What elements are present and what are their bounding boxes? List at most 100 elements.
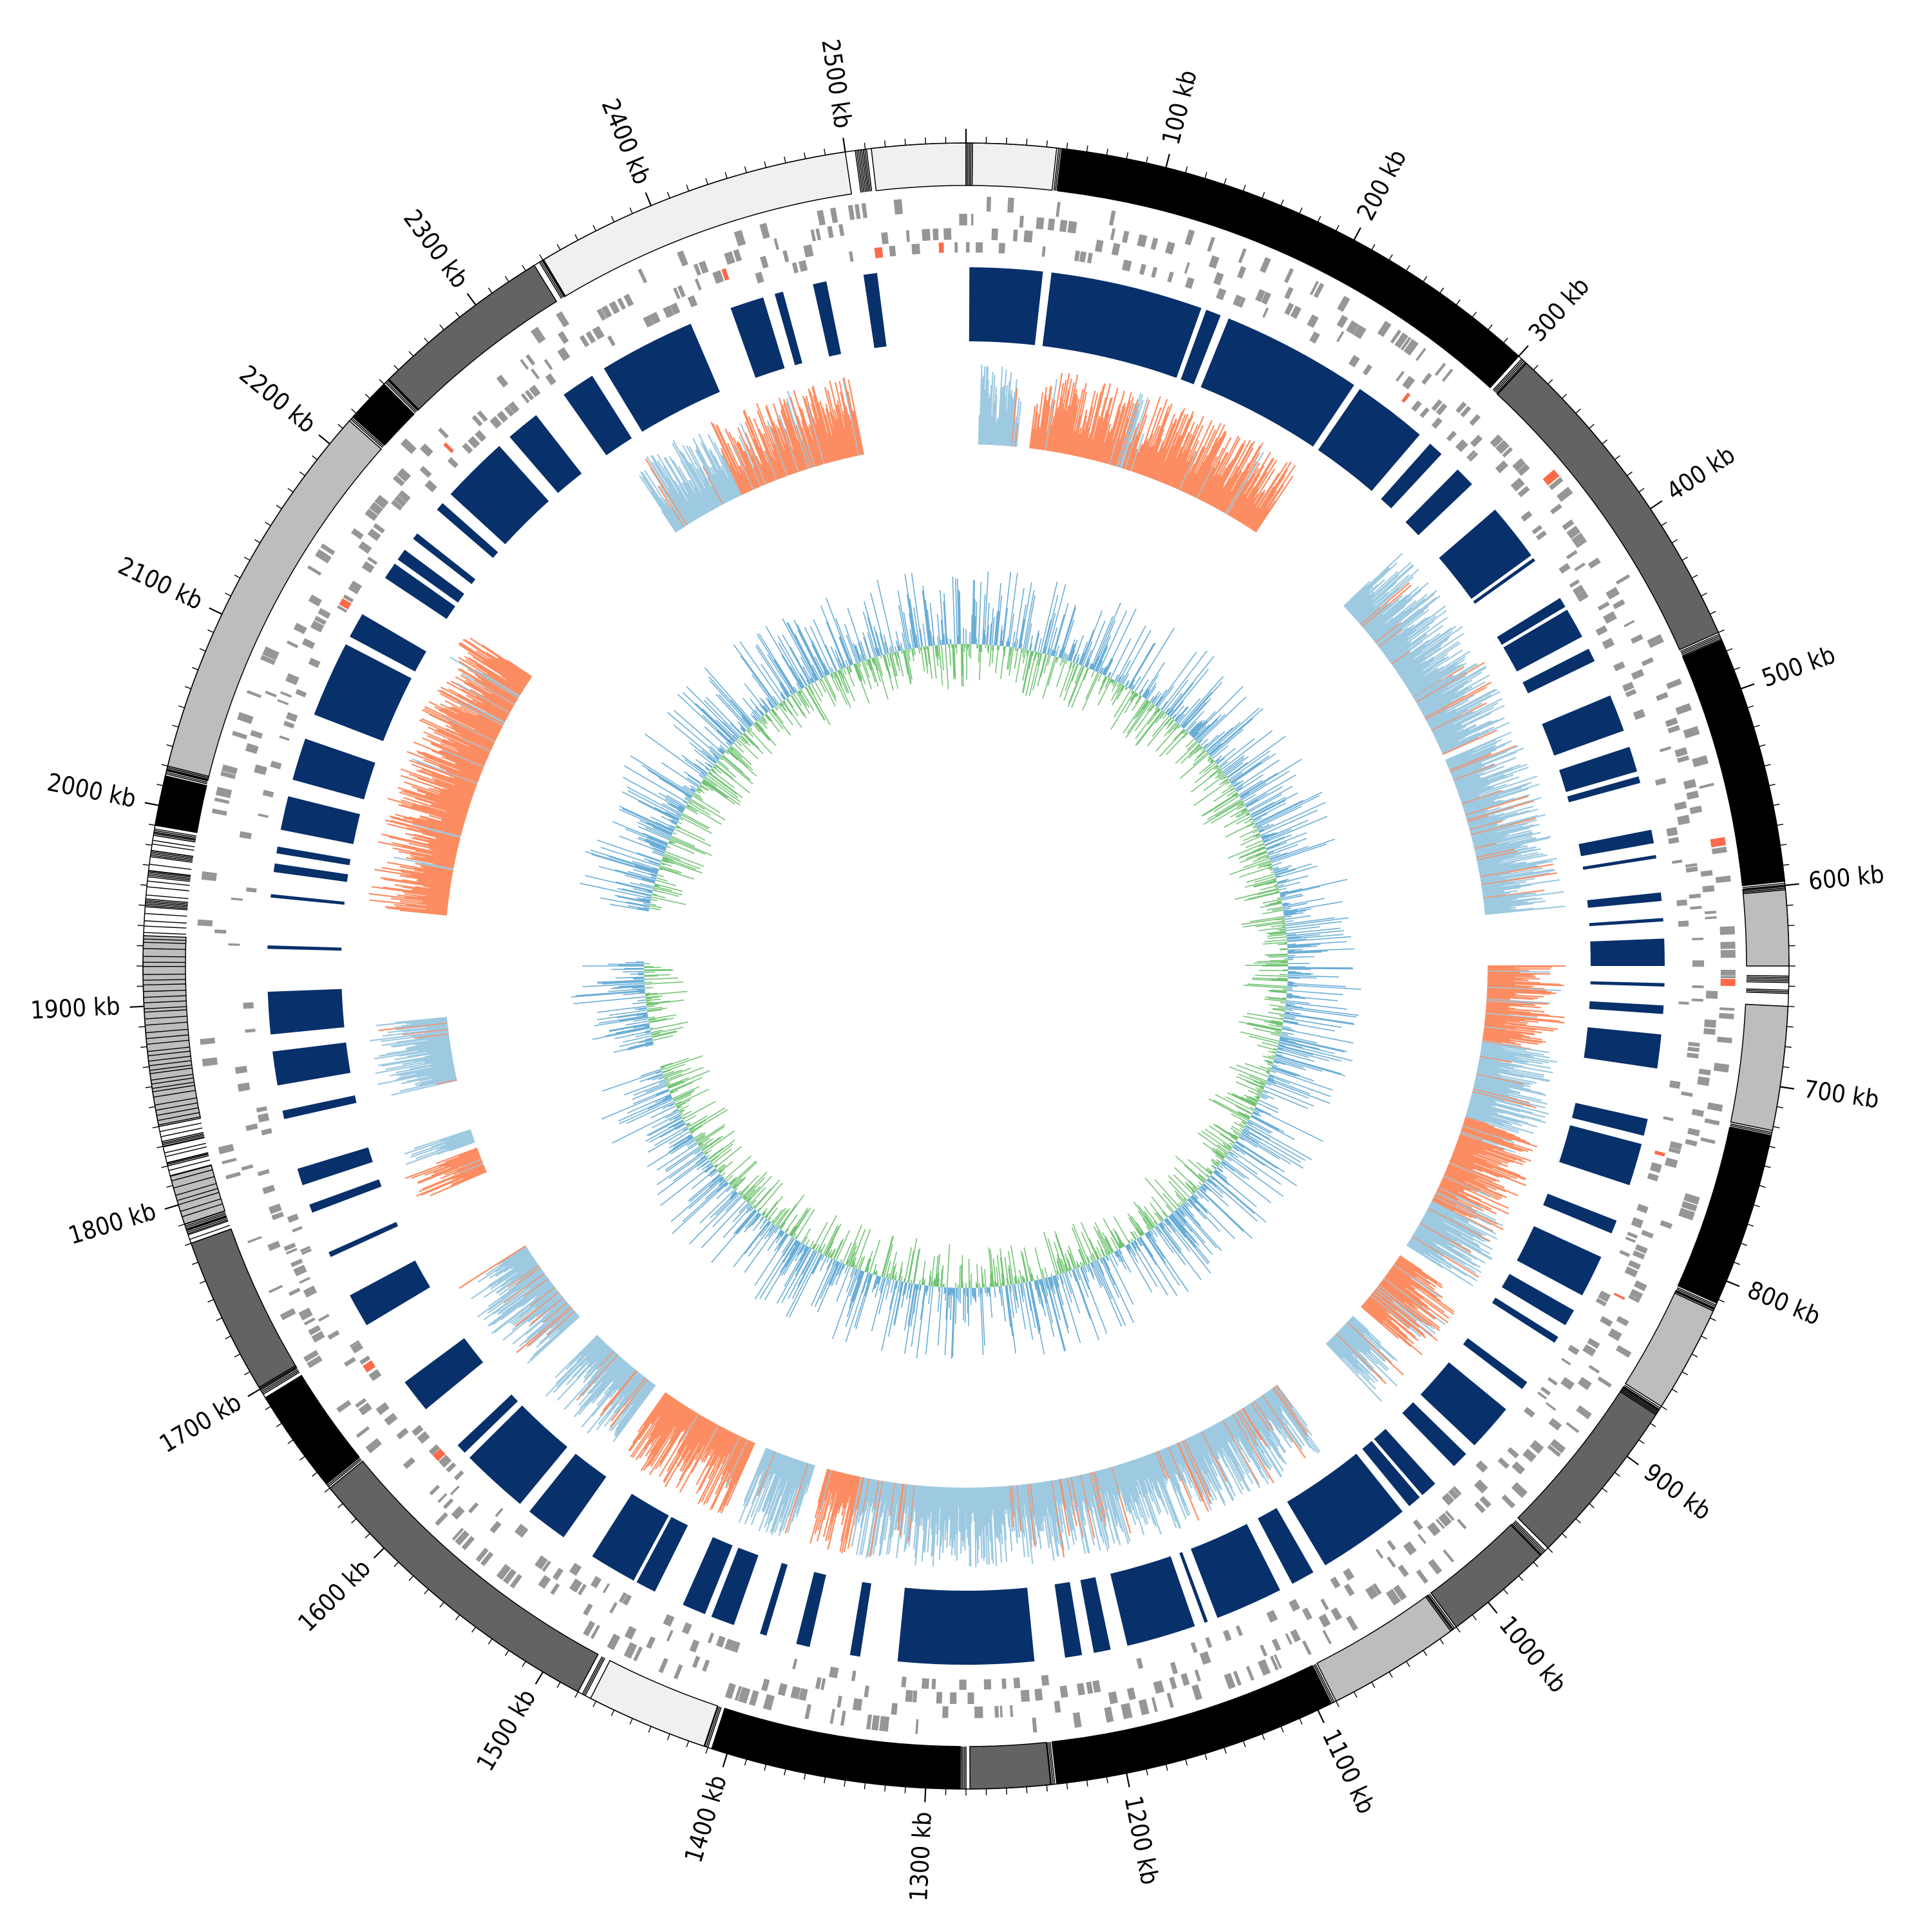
- gc-skew-bar: [598, 1372, 641, 1425]
- gc-skew-bar: [1112, 397, 1134, 466]
- gc-content-bar: [1084, 658, 1090, 668]
- gc-content-bar: [1262, 898, 1282, 904]
- gc-content-bar: [1269, 853, 1280, 858]
- gc-skew-bar: [1465, 809, 1487, 817]
- gc-skew-bar: [452, 726, 493, 747]
- gene-feature: [803, 244, 814, 258]
- gc-content-bar: [1225, 1156, 1232, 1162]
- gc-content-bar: [1050, 1273, 1053, 1277]
- gc-skew-bar: [854, 1477, 866, 1526]
- gc-skew-bar: [381, 1035, 450, 1046]
- gc-skew-bar: [594, 1355, 620, 1384]
- gene-feature: [477, 410, 488, 422]
- gc-content-bar: [1160, 1222, 1182, 1251]
- gc-content-bar: [996, 645, 998, 650]
- gc-skew-bar: [1477, 848, 1535, 862]
- gc-skew-bar: [375, 1018, 448, 1027]
- gc-skew-bar: [378, 1052, 452, 1066]
- gc-skew-bar: [869, 1481, 883, 1557]
- gc-skew-bar: [1448, 748, 1497, 770]
- gc-content-bar: [1215, 1124, 1238, 1140]
- gc-content-bar: [794, 1244, 805, 1262]
- gc-content-bar: [840, 1258, 843, 1263]
- gene-feature: [1412, 1519, 1423, 1531]
- gc-content-bar: [1253, 833, 1260, 838]
- gc-skew-bar: [1088, 1472, 1109, 1551]
- gc-skew-bar: [1341, 1327, 1367, 1352]
- gc-content-bar: [1245, 1125, 1306, 1161]
- gc-skew-bar: [856, 1477, 864, 1510]
- gc-content-bar: [1159, 1223, 1202, 1280]
- gc-skew-bar: [1428, 1207, 1483, 1237]
- gene-feature: [1633, 1280, 1647, 1291]
- gc-content-bar: [1104, 1238, 1113, 1253]
- gc-content-bar: [1034, 1247, 1043, 1279]
- gc-skew-bar: [1029, 406, 1036, 449]
- gc-content-bar: [1263, 815, 1328, 844]
- gc-skew-bar: [1072, 1476, 1090, 1554]
- gc-skew-bar: [810, 425, 822, 465]
- gc-skew-bar: [414, 1032, 449, 1039]
- gc-skew-bar: [1182, 425, 1215, 493]
- gc-content-bar: [801, 1250, 816, 1275]
- gc-content-bar: [1136, 1222, 1145, 1235]
- gc-skew-bar: [614, 1382, 653, 1433]
- gc-skew-bar: [992, 1486, 998, 1566]
- gc-content-bar: [1102, 1232, 1113, 1253]
- gc-content-bar: [1239, 828, 1258, 838]
- gc-content-bar: [1236, 815, 1252, 825]
- gc-skew-bar: [1436, 1190, 1473, 1209]
- gc-skew-bar: [1477, 855, 1515, 865]
- gc-content-bar: [1221, 785, 1233, 794]
- gc-skew-bar: [1050, 1480, 1065, 1558]
- gc-content-bar: [904, 1282, 908, 1295]
- gc-skew-bar: [1366, 1300, 1388, 1318]
- gc-skew-bar: [725, 1439, 749, 1489]
- gc-skew-bar: [390, 1037, 450, 1047]
- gene-feature: [1390, 329, 1401, 344]
- gc-content-bar: [1285, 1007, 1357, 1018]
- gene-feature: [544, 359, 553, 370]
- gc-content-bar: [1055, 1235, 1068, 1272]
- gc-skew-bar: [1487, 985, 1530, 989]
- gene-feature: [1151, 267, 1158, 278]
- gc-content-bar: [1262, 1056, 1274, 1060]
- gc-content-bar: [1128, 1244, 1132, 1249]
- gc-content-bar: [1285, 920, 1294, 923]
- gc-skew-bar: [404, 1150, 478, 1179]
- gc-skew-bar: [1007, 390, 1013, 446]
- gc-skew-bar: [708, 1432, 733, 1479]
- gc-skew-bar: [1224, 470, 1249, 513]
- gene-feature: [400, 438, 417, 454]
- gc-skew-bar: [1484, 901, 1529, 908]
- gc-skew-bar: [853, 412, 864, 455]
- gene-feature: [1479, 1496, 1492, 1508]
- gene-feature: [260, 654, 276, 665]
- gene-feature: [607, 335, 616, 346]
- gc-skew-bar: [609, 1368, 635, 1399]
- gc-content-bar: [1275, 1054, 1283, 1057]
- gc-content-bar: [672, 1182, 728, 1235]
- gc-content-bar: [1220, 1163, 1272, 1204]
- gc-skew-bar: [1481, 1043, 1527, 1051]
- gc-skew-bar: [472, 699, 507, 719]
- gc-content-bar: [1158, 1224, 1181, 1254]
- gc-skew-bar: [1468, 1106, 1529, 1124]
- gc-content-bar: [1209, 759, 1214, 763]
- gc-skew-bar: [764, 450, 778, 480]
- gc-skew-bar: [1159, 1450, 1177, 1493]
- gc-skew-bar: [1482, 1034, 1542, 1044]
- gc-skew-bar: [1208, 462, 1231, 505]
- gc-content-bar: [1253, 855, 1269, 862]
- gene-feature: [1625, 688, 1637, 697]
- gc-content-bar: [1207, 757, 1213, 762]
- gc-skew-bar: [1487, 980, 1541, 984]
- gc-skew-bar: [767, 1457, 793, 1524]
- gc-skew-bar: [460, 1162, 484, 1173]
- gc-skew-bar: [448, 688, 507, 721]
- gc-skew-bar: [1222, 1419, 1260, 1485]
- gc-skew-bar: [984, 366, 989, 445]
- gc-skew-bar: [1390, 1268, 1455, 1315]
- gc-skew-bar: [1448, 752, 1491, 771]
- gc-content-bar: [1268, 1066, 1272, 1069]
